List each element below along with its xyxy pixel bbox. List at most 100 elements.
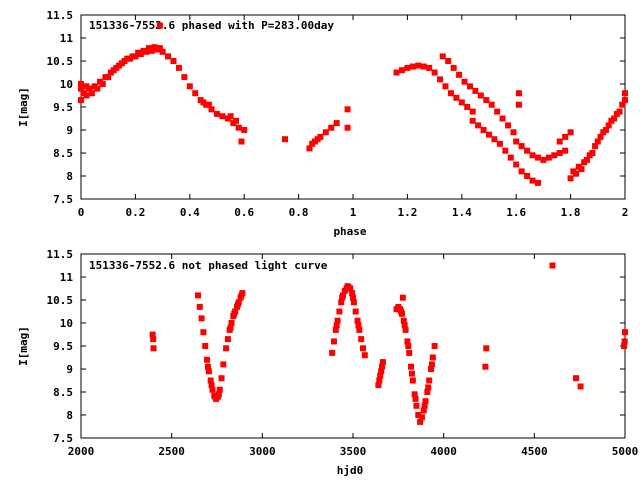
data-point xyxy=(622,329,628,336)
data-point xyxy=(431,69,438,76)
data-point xyxy=(216,386,223,393)
data-point xyxy=(621,338,628,345)
data-point xyxy=(207,377,214,384)
data-point xyxy=(431,343,438,349)
data-point xyxy=(282,136,288,143)
data-point xyxy=(562,133,569,140)
x-tick-label: 1.4 xyxy=(452,206,472,219)
data-point xyxy=(424,389,431,395)
data-point xyxy=(622,90,628,97)
data-point xyxy=(398,67,405,74)
data-point xyxy=(464,104,471,110)
data-point xyxy=(198,315,205,322)
data-point xyxy=(420,63,427,70)
data-point xyxy=(235,124,242,131)
data-point xyxy=(140,47,147,54)
y-tick-label: 11.5 xyxy=(47,9,74,22)
data-point xyxy=(417,418,424,425)
data-point xyxy=(209,386,216,393)
data-point xyxy=(401,322,408,329)
data-point xyxy=(447,90,454,97)
data-point xyxy=(540,156,547,163)
data-point xyxy=(356,326,363,333)
x-tick-label: 5000 xyxy=(612,445,639,458)
x-tick-label: 2 xyxy=(622,206,629,219)
data-point xyxy=(415,62,422,69)
data-point xyxy=(613,110,620,117)
data-point xyxy=(567,175,574,182)
data-point xyxy=(377,372,384,379)
data-point xyxy=(196,303,203,310)
data-point xyxy=(378,368,385,375)
y-tick-label: 10 xyxy=(60,317,73,330)
data-point xyxy=(422,398,429,405)
data-point xyxy=(513,161,520,168)
x-tick-label: 0.2 xyxy=(125,206,145,219)
data-point xyxy=(461,78,468,85)
data-point xyxy=(214,110,220,117)
data-point xyxy=(350,299,357,306)
data-point xyxy=(429,354,436,361)
data-point xyxy=(556,150,563,156)
data-point xyxy=(426,377,433,384)
y-tick-label: 10.5 xyxy=(47,55,74,68)
data-point xyxy=(224,336,231,343)
data-point xyxy=(359,345,366,352)
data-point xyxy=(361,352,368,359)
data-point xyxy=(194,292,201,299)
y-tick-label: 8 xyxy=(66,170,73,183)
data-point xyxy=(505,122,512,129)
data-point xyxy=(78,81,84,87)
data-point xyxy=(475,122,482,129)
y-tick-label: 9 xyxy=(66,363,73,376)
y-tick-label: 9 xyxy=(66,124,73,137)
data-point xyxy=(456,71,463,78)
data-point xyxy=(445,58,452,64)
data-point xyxy=(602,127,609,133)
data-point xyxy=(545,154,552,161)
data-point xyxy=(502,147,509,154)
y-tick-label: 9.5 xyxy=(53,340,73,353)
data-point xyxy=(238,292,245,299)
data-point xyxy=(91,83,98,90)
data-point xyxy=(102,74,109,81)
data-point xyxy=(404,338,411,345)
data-point xyxy=(344,106,351,113)
data-point xyxy=(491,136,498,143)
data-point xyxy=(415,412,422,418)
data-point xyxy=(151,44,158,51)
data-point xyxy=(469,117,476,124)
data-points xyxy=(149,262,628,425)
x-tick-label: 2500 xyxy=(158,445,185,458)
data-point xyxy=(402,326,409,333)
y-tick-label: 8 xyxy=(66,409,73,422)
data-point xyxy=(354,317,361,324)
data-point xyxy=(135,49,142,56)
data-point xyxy=(208,382,215,389)
data-point xyxy=(204,363,211,370)
data-point xyxy=(399,294,406,301)
data-point xyxy=(113,64,120,71)
data-point xyxy=(150,336,157,343)
data-point xyxy=(175,64,182,71)
data-point xyxy=(442,83,449,90)
data-point xyxy=(398,308,405,315)
data-point xyxy=(192,90,199,97)
data-point xyxy=(529,152,536,159)
data-point xyxy=(355,322,362,329)
y-tick-label: 10 xyxy=(60,78,73,91)
data-point xyxy=(149,331,156,338)
data-point xyxy=(78,97,84,104)
data-point xyxy=(421,402,428,409)
data-point xyxy=(231,310,238,317)
data-point xyxy=(170,58,177,64)
data-point xyxy=(605,122,612,129)
data-point xyxy=(218,375,225,382)
chart-title: 151336-7552.6 phased with P=283.00day xyxy=(89,19,334,32)
data-point xyxy=(146,45,152,52)
data-point xyxy=(400,317,407,324)
data-point xyxy=(332,326,339,333)
data-point xyxy=(228,320,235,326)
x-tick-label: 0 xyxy=(78,206,85,219)
